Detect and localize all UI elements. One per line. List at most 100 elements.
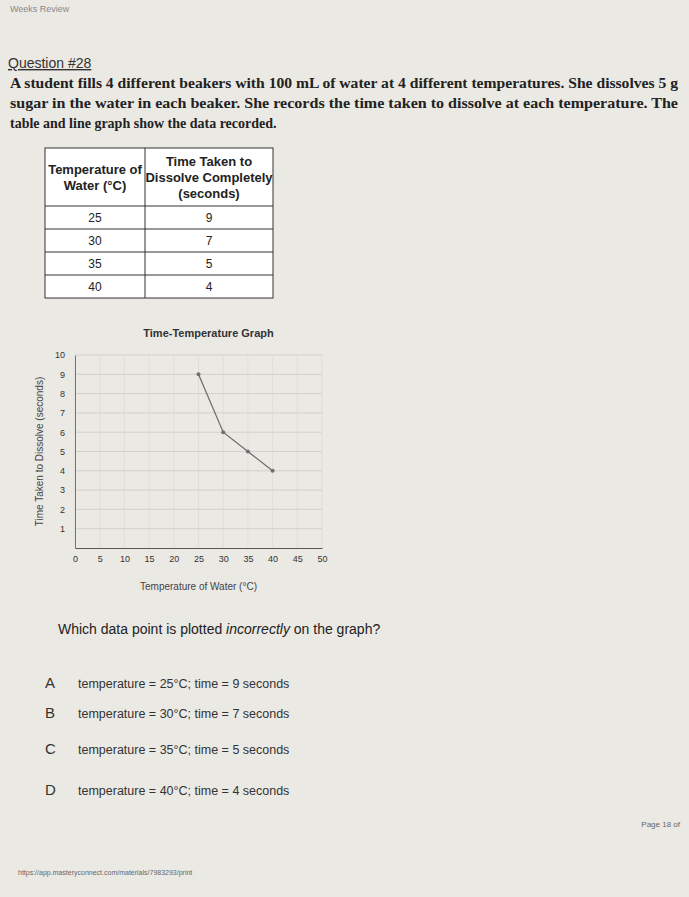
answer-option[interactable]: Btemperature = 30°C; time = 7 seconds xyxy=(45,704,289,721)
table-header: Dissolve Completely xyxy=(145,170,273,185)
x-tick: 30 xyxy=(219,548,229,564)
y-tick-label: 4 xyxy=(60,466,65,476)
y-tick-label: 9 xyxy=(60,370,65,380)
grid-line-x xyxy=(322,355,323,548)
footer-page: Page 18 of xyxy=(641,820,680,829)
y-tick-label: 5 xyxy=(60,447,65,457)
data-table: Temperature ofWater (°C)Time Taken toDis… xyxy=(45,148,273,298)
y-tick-label: 7 xyxy=(60,408,65,418)
y-tick: 1 xyxy=(60,524,75,534)
answer-option[interactable]: Dtemperature = 40°C; time = 4 seconds xyxy=(45,781,289,798)
y-tick: 8 xyxy=(60,389,75,399)
table-row-line xyxy=(45,229,273,230)
option-letter: D xyxy=(45,781,56,798)
table-cell: 35 xyxy=(88,257,102,271)
table-cell: 40 xyxy=(88,280,102,294)
x-tick-label: 10 xyxy=(120,554,130,564)
table-frame xyxy=(45,148,273,298)
grid-line-x xyxy=(173,355,174,548)
x-tick: 10 xyxy=(120,548,130,564)
y-tick: 7 xyxy=(60,408,75,418)
question-number: Question #28 xyxy=(8,55,91,71)
table-cell: 5 xyxy=(206,257,213,271)
question-text: Which data point is plotted incorrectly … xyxy=(58,621,380,637)
y-tick: 2 xyxy=(60,505,75,515)
x-tick-label: 20 xyxy=(169,554,179,564)
data-point xyxy=(246,450,250,454)
x-tick-label: 35 xyxy=(243,554,253,564)
y-tick: 5 xyxy=(60,447,75,457)
option-text: temperature = 40°C; time = 4 seconds xyxy=(78,784,289,798)
table-cell: 4 xyxy=(206,280,213,294)
x-tick: 20 xyxy=(169,548,179,564)
question-emphasis: incorrectly xyxy=(226,621,291,637)
page: Weeks Review Question #28 A student fills … xyxy=(0,0,689,897)
option-text: temperature = 35°C; time = 5 seconds xyxy=(78,743,289,757)
y-tick-label: 6 xyxy=(60,428,65,438)
grid-line-x xyxy=(99,355,100,548)
chart-title: Time-Temperature Graph xyxy=(143,327,274,339)
grid-line-x xyxy=(198,355,199,548)
grid-line-x xyxy=(272,355,273,548)
y-tick-label: 2 xyxy=(60,505,65,515)
answer-option[interactable]: Atemperature = 25°C; time = 9 seconds xyxy=(45,674,289,691)
paper xyxy=(0,0,689,897)
question-part: Which data point is plotted xyxy=(58,621,226,637)
x-tick-label: 50 xyxy=(317,554,327,564)
y-tick: 10 xyxy=(55,350,75,360)
option-text: temperature = 25°C; time = 9 seconds xyxy=(78,677,289,691)
table-cell: 30 xyxy=(88,234,102,248)
grid-line-x xyxy=(223,355,224,548)
grid xyxy=(75,355,322,548)
y-tick: 9 xyxy=(60,370,75,380)
x-tick-label: 30 xyxy=(219,554,229,564)
grid-line-x xyxy=(75,355,76,548)
option-letter: A xyxy=(45,674,55,691)
x-tick: 0 xyxy=(73,548,78,564)
y-tick-label: 3 xyxy=(60,485,65,495)
option-letter: B xyxy=(45,704,55,721)
x-tick: 35 xyxy=(243,548,253,564)
y-axis: 1 2 3 4 5 6 7 8 9 10 xyxy=(55,350,76,548)
y-tick-label: 1 xyxy=(60,524,65,534)
prompt-line: sugar in the water in each beaker. She r… xyxy=(10,96,678,111)
table-cell: 7 xyxy=(206,234,213,248)
table-header: Water (°C) xyxy=(64,178,127,193)
prompt-line: table and line graph show the data recor… xyxy=(10,116,277,131)
x-tick-label: 15 xyxy=(145,554,155,564)
grid-line-x xyxy=(149,355,150,548)
x-axis-line xyxy=(76,548,323,549)
table-cell: 9 xyxy=(206,211,213,225)
y-axis-line xyxy=(75,356,76,549)
footer-url: https://app.masteryconnect.com/materials… xyxy=(18,869,192,877)
x-tick: 45 xyxy=(293,548,303,564)
table-cell: 25 xyxy=(88,211,102,225)
data-point xyxy=(197,372,201,376)
option-text: temperature = 30°C; time = 7 seconds xyxy=(78,707,289,721)
answer-option[interactable]: Ctemperature = 35°C; time = 5 seconds xyxy=(45,740,289,757)
y-axis-title: Time Taken to Dissolve (seconds) xyxy=(34,377,45,527)
x-tick: 25 xyxy=(194,548,204,564)
plot-area xyxy=(197,372,275,473)
option-letter: C xyxy=(45,740,56,757)
y-tick: 4 xyxy=(60,466,75,476)
y-tick-label: 8 xyxy=(60,389,65,399)
grid-line-x xyxy=(124,355,125,548)
x-tick: 40 xyxy=(268,548,278,564)
table-header: Temperature of xyxy=(48,162,142,177)
y-tick: 3 xyxy=(60,485,75,495)
x-tick-label: 0 xyxy=(73,554,78,564)
x-tick-label: 40 xyxy=(268,554,278,564)
question-part: on the graph? xyxy=(290,621,381,637)
x-tick: 5 xyxy=(98,548,103,564)
data-point xyxy=(271,469,275,473)
x-tick-label: 25 xyxy=(194,554,204,564)
table-row-line xyxy=(45,275,273,276)
x-axis: 0 5 10 15 20 25 30 35 40 45 50 xyxy=(73,548,328,564)
grid-line-x xyxy=(297,355,298,548)
table-row-line xyxy=(45,206,273,207)
x-tick: 15 xyxy=(145,548,155,564)
table-header: (seconds) xyxy=(178,186,239,201)
prompt-line: A student fills 4 different beakers with… xyxy=(10,76,678,91)
header-label: Weeks Review xyxy=(10,4,70,14)
